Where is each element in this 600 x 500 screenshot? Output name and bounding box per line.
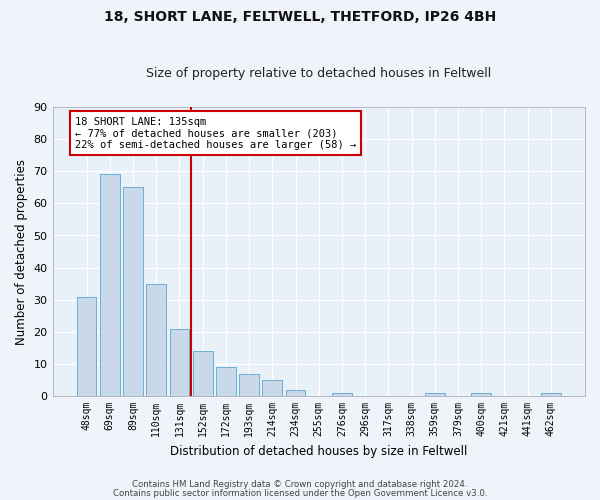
Bar	[541, 393, 561, 396]
X-axis label: Distribution of detached houses by size in Feltwell: Distribution of detached houses by size …	[170, 444, 467, 458]
Bar	[239, 374, 259, 396]
Bar	[193, 351, 212, 396]
Bar	[472, 393, 491, 396]
Bar	[425, 393, 445, 396]
Text: Contains HM Land Registry data © Crown copyright and database right 2024.: Contains HM Land Registry data © Crown c…	[132, 480, 468, 489]
Bar	[100, 174, 119, 396]
Bar	[170, 328, 190, 396]
Bar	[216, 367, 236, 396]
Text: 18, SHORT LANE, FELTWELL, THETFORD, IP26 4BH: 18, SHORT LANE, FELTWELL, THETFORD, IP26…	[104, 10, 496, 24]
Bar	[262, 380, 282, 396]
Bar	[123, 188, 143, 396]
Title: Size of property relative to detached houses in Feltwell: Size of property relative to detached ho…	[146, 66, 491, 80]
Bar	[77, 296, 97, 396]
Text: 18 SHORT LANE: 135sqm
← 77% of detached houses are smaller (203)
22% of semi-det: 18 SHORT LANE: 135sqm ← 77% of detached …	[75, 116, 356, 150]
Y-axis label: Number of detached properties: Number of detached properties	[15, 158, 28, 344]
Bar	[146, 284, 166, 396]
Bar	[286, 390, 305, 396]
Bar	[332, 393, 352, 396]
Text: Contains public sector information licensed under the Open Government Licence v3: Contains public sector information licen…	[113, 489, 487, 498]
